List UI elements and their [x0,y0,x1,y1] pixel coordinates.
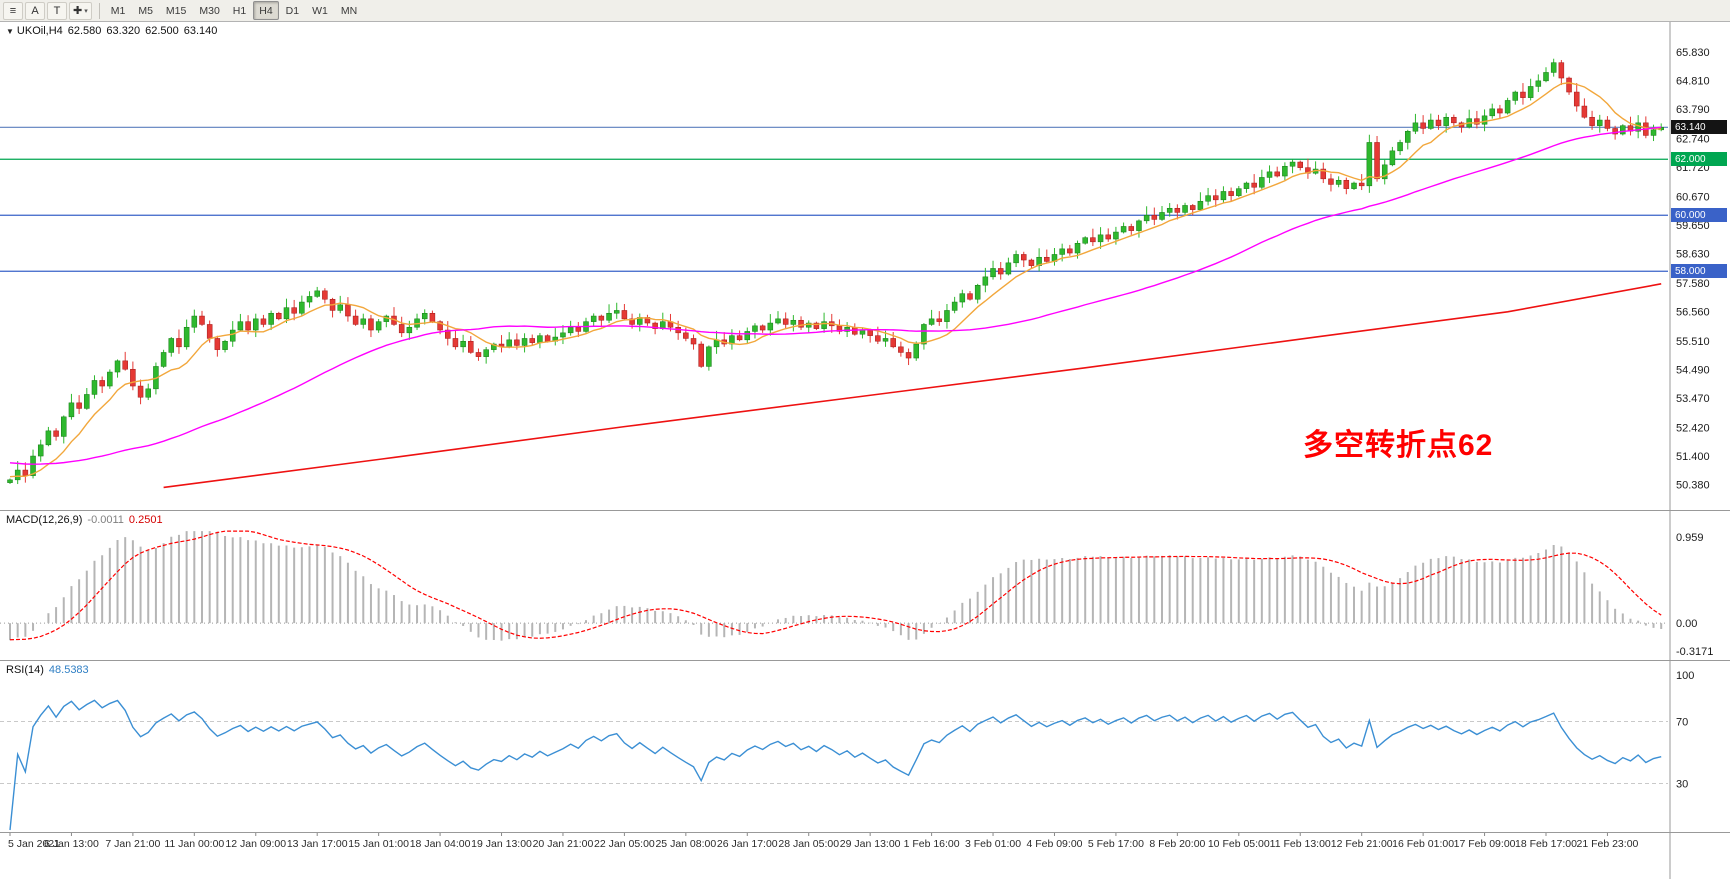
crosshair-icon: ✚ [73,5,83,17]
timeframe-group: M1 M5 M15 M30 H1 H4 D1 W1 MN [105,1,364,20]
svg-text:62.740: 62.740 [1676,134,1710,146]
price-badge-58.000: 58.000 [1671,264,1727,279]
svg-text:1 Feb 16:00: 1 Feb 16:00 [904,838,960,850]
ohlc-open: 62.580 [67,25,102,37]
svg-text:8 Feb 20:00: 8 Feb 20:00 [1149,838,1205,850]
svg-text:5 Jan 2021: 5 Jan 2021 [8,838,60,850]
svg-text:64.810: 64.810 [1676,76,1710,88]
ohlc-low: 62.500 [145,25,179,37]
svg-text:10 Feb 05:00: 10 Feb 05:00 [1208,838,1270,850]
timeframe-button-w1[interactable]: W1 [312,4,328,17]
chart-text-annotation: 多空转折点62 [1303,429,1494,462]
macd-header: MACD(12,26,9) -0.0011 0.2501 [6,514,168,526]
annotation-a-button[interactable]: A [25,1,45,20]
svg-text:28 Jan 05:00: 28 Jan 05:00 [778,838,839,850]
timeframe-button-m15[interactable]: M15 [165,4,187,17]
svg-text:4 Feb 09:00: 4 Feb 09:00 [1026,838,1082,850]
svg-text:17 Feb 09:00: 17 Feb 09:00 [1454,838,1516,850]
rsi-value: 48.5383 [48,664,89,676]
svg-text:22 Jan 05:00: 22 Jan 05:00 [594,838,655,850]
svg-text:51.400: 51.400 [1676,451,1710,463]
timeframe-button-h1[interactable]: H1 [232,4,247,17]
svg-text:11 Jan 00:00: 11 Jan 00:00 [164,838,224,850]
price-badge-62.000: 62.000 [1671,152,1727,167]
svg-text:11 Feb 13:00: 11 Feb 13:00 [1270,838,1331,850]
symbol-label: UKOil,H4 [16,25,63,37]
svg-text:55.510: 55.510 [1676,336,1710,348]
timeframe-button-mn[interactable]: MN [340,4,358,17]
cursor-tool-button[interactable]: ✚ ▾ [69,1,92,20]
svg-text:29 Jan 13:00: 29 Jan 13:00 [840,838,901,850]
svg-text:52.420: 52.420 [1676,422,1710,434]
svg-text:60.670: 60.670 [1676,191,1710,203]
symbol-marker-icon: ▼ [6,26,14,36]
svg-text:21 Feb 23:00: 21 Feb 23:00 [1576,838,1638,850]
svg-text:54.490: 54.490 [1676,365,1710,377]
svg-text:12 Feb 21:00: 12 Feb 21:00 [1331,838,1393,850]
svg-text:59.650: 59.650 [1676,220,1710,232]
text-tool-icon: T [53,4,61,17]
timeframe-button-m30[interactable]: M30 [199,4,220,17]
ohlc-close: 63.140 [183,25,218,37]
toolbar: ≡ A T ✚ ▾ M1 M5 M15 M30 H1 H4 D1 W1 MN [0,0,1730,22]
toolbar-separator [98,2,100,19]
svg-text:7 Jan 21:00: 7 Jan 21:00 [105,838,160,850]
svg-text:53.470: 53.470 [1676,393,1710,405]
timeframe-button-m1[interactable]: M1 [110,4,126,17]
svg-text:18 Jan 04:00: 18 Jan 04:00 [410,838,471,850]
chart-menu-button[interactable]: ≡ [3,1,23,20]
svg-text:26 Jan 17:00: 26 Jan 17:00 [717,838,778,850]
svg-text:58.630: 58.630 [1676,249,1710,261]
svg-text:16 Feb 01:00: 16 Feb 01:00 [1392,838,1454,850]
svg-text:20 Jan 21:00: 20 Jan 21:00 [533,838,594,850]
svg-text:57.580: 57.580 [1676,278,1710,290]
svg-text:18 Feb 17:00: 18 Feb 17:00 [1515,838,1577,850]
svg-text:12 Jan 09:00: 12 Jan 09:00 [225,838,286,850]
timeframe-button-d1[interactable]: D1 [285,4,300,17]
svg-text:65.830: 65.830 [1676,47,1710,59]
svg-text:25 Jan 08:00: 25 Jan 08:00 [655,838,716,850]
svg-text:50.380: 50.380 [1676,480,1710,492]
timeframe-button-m5[interactable]: M5 [138,4,153,17]
main-chart-plot[interactable]: 65.83064.81063.79062.74061.72060.67059.6… [0,22,1730,510]
text-tool-button[interactable]: T [47,1,67,20]
ohlc-high: 63.320 [106,25,141,37]
menu-icon: ≡ [9,4,17,17]
svg-text:0.00: 0.00 [1676,618,1697,630]
svg-text:6 Jan 13:00: 6 Jan 13:00 [44,838,99,850]
macd-plot[interactable]: 0.959 0.00 -0.3171 [0,511,1730,661]
rsi-header: RSI(14) 48.5383 [6,664,94,676]
macd-label: MACD(12,26,9) [6,514,83,526]
svg-text:56.560: 56.560 [1676,307,1710,319]
timeframe-button-h4[interactable]: H4 [253,1,279,20]
svg-text:30: 30 [1676,779,1688,791]
time-axis[interactable]: 5 Jan 2021 6 Jan 13:00 7 Jan 21:00 11 Jan 0… [0,832,1730,879]
price-badge-60.000: 60.000 [1671,208,1727,223]
rsi-plot[interactable]: 100 70 30 [0,661,1730,833]
svg-text:70: 70 [1676,717,1688,729]
main-chart-pane[interactable]: 65.830 64.810 63.790 62.740 61.720 60.670 59.6… [0,22,1730,510]
chevron-down-icon: ▾ [84,7,88,15]
macd-signal-value: 0.2501 [128,514,163,526]
chart-header: ▼ UKOil,H4 62.580 63.320 62.500 63.140 [6,25,222,37]
svg-text:13 Jan 17:00: 13 Jan 17:00 [287,838,348,850]
rsi-label: RSI(14) [6,664,44,676]
svg-text:19 Jan 13:00: 19 Jan 13:00 [471,838,532,850]
svg-text:0.959: 0.959 [1676,532,1704,544]
macd-pane[interactable]: 0.959 0.00 -0.3171 MACD(12,26,9) -0.0011 0… [0,510,1730,661]
svg-text:3 Feb 01:00: 3 Feb 01:00 [965,838,1021,850]
svg-text:5 Feb 17:00: 5 Feb 17:00 [1088,838,1144,850]
macd-main-value: -0.0011 [87,514,124,526]
a-tool-label: A [31,4,39,17]
svg-text:63.790: 63.790 [1676,104,1710,116]
svg-text:100: 100 [1676,670,1694,682]
svg-text:15 Jan 01:00: 15 Jan 01:00 [348,838,409,850]
rsi-pane[interactable]: 100 70 30 RSI(14) 48.5383 [0,660,1730,833]
svg-text:-0.3171: -0.3171 [1676,646,1713,658]
price-badge-63.140: 63.140 [1671,120,1727,135]
